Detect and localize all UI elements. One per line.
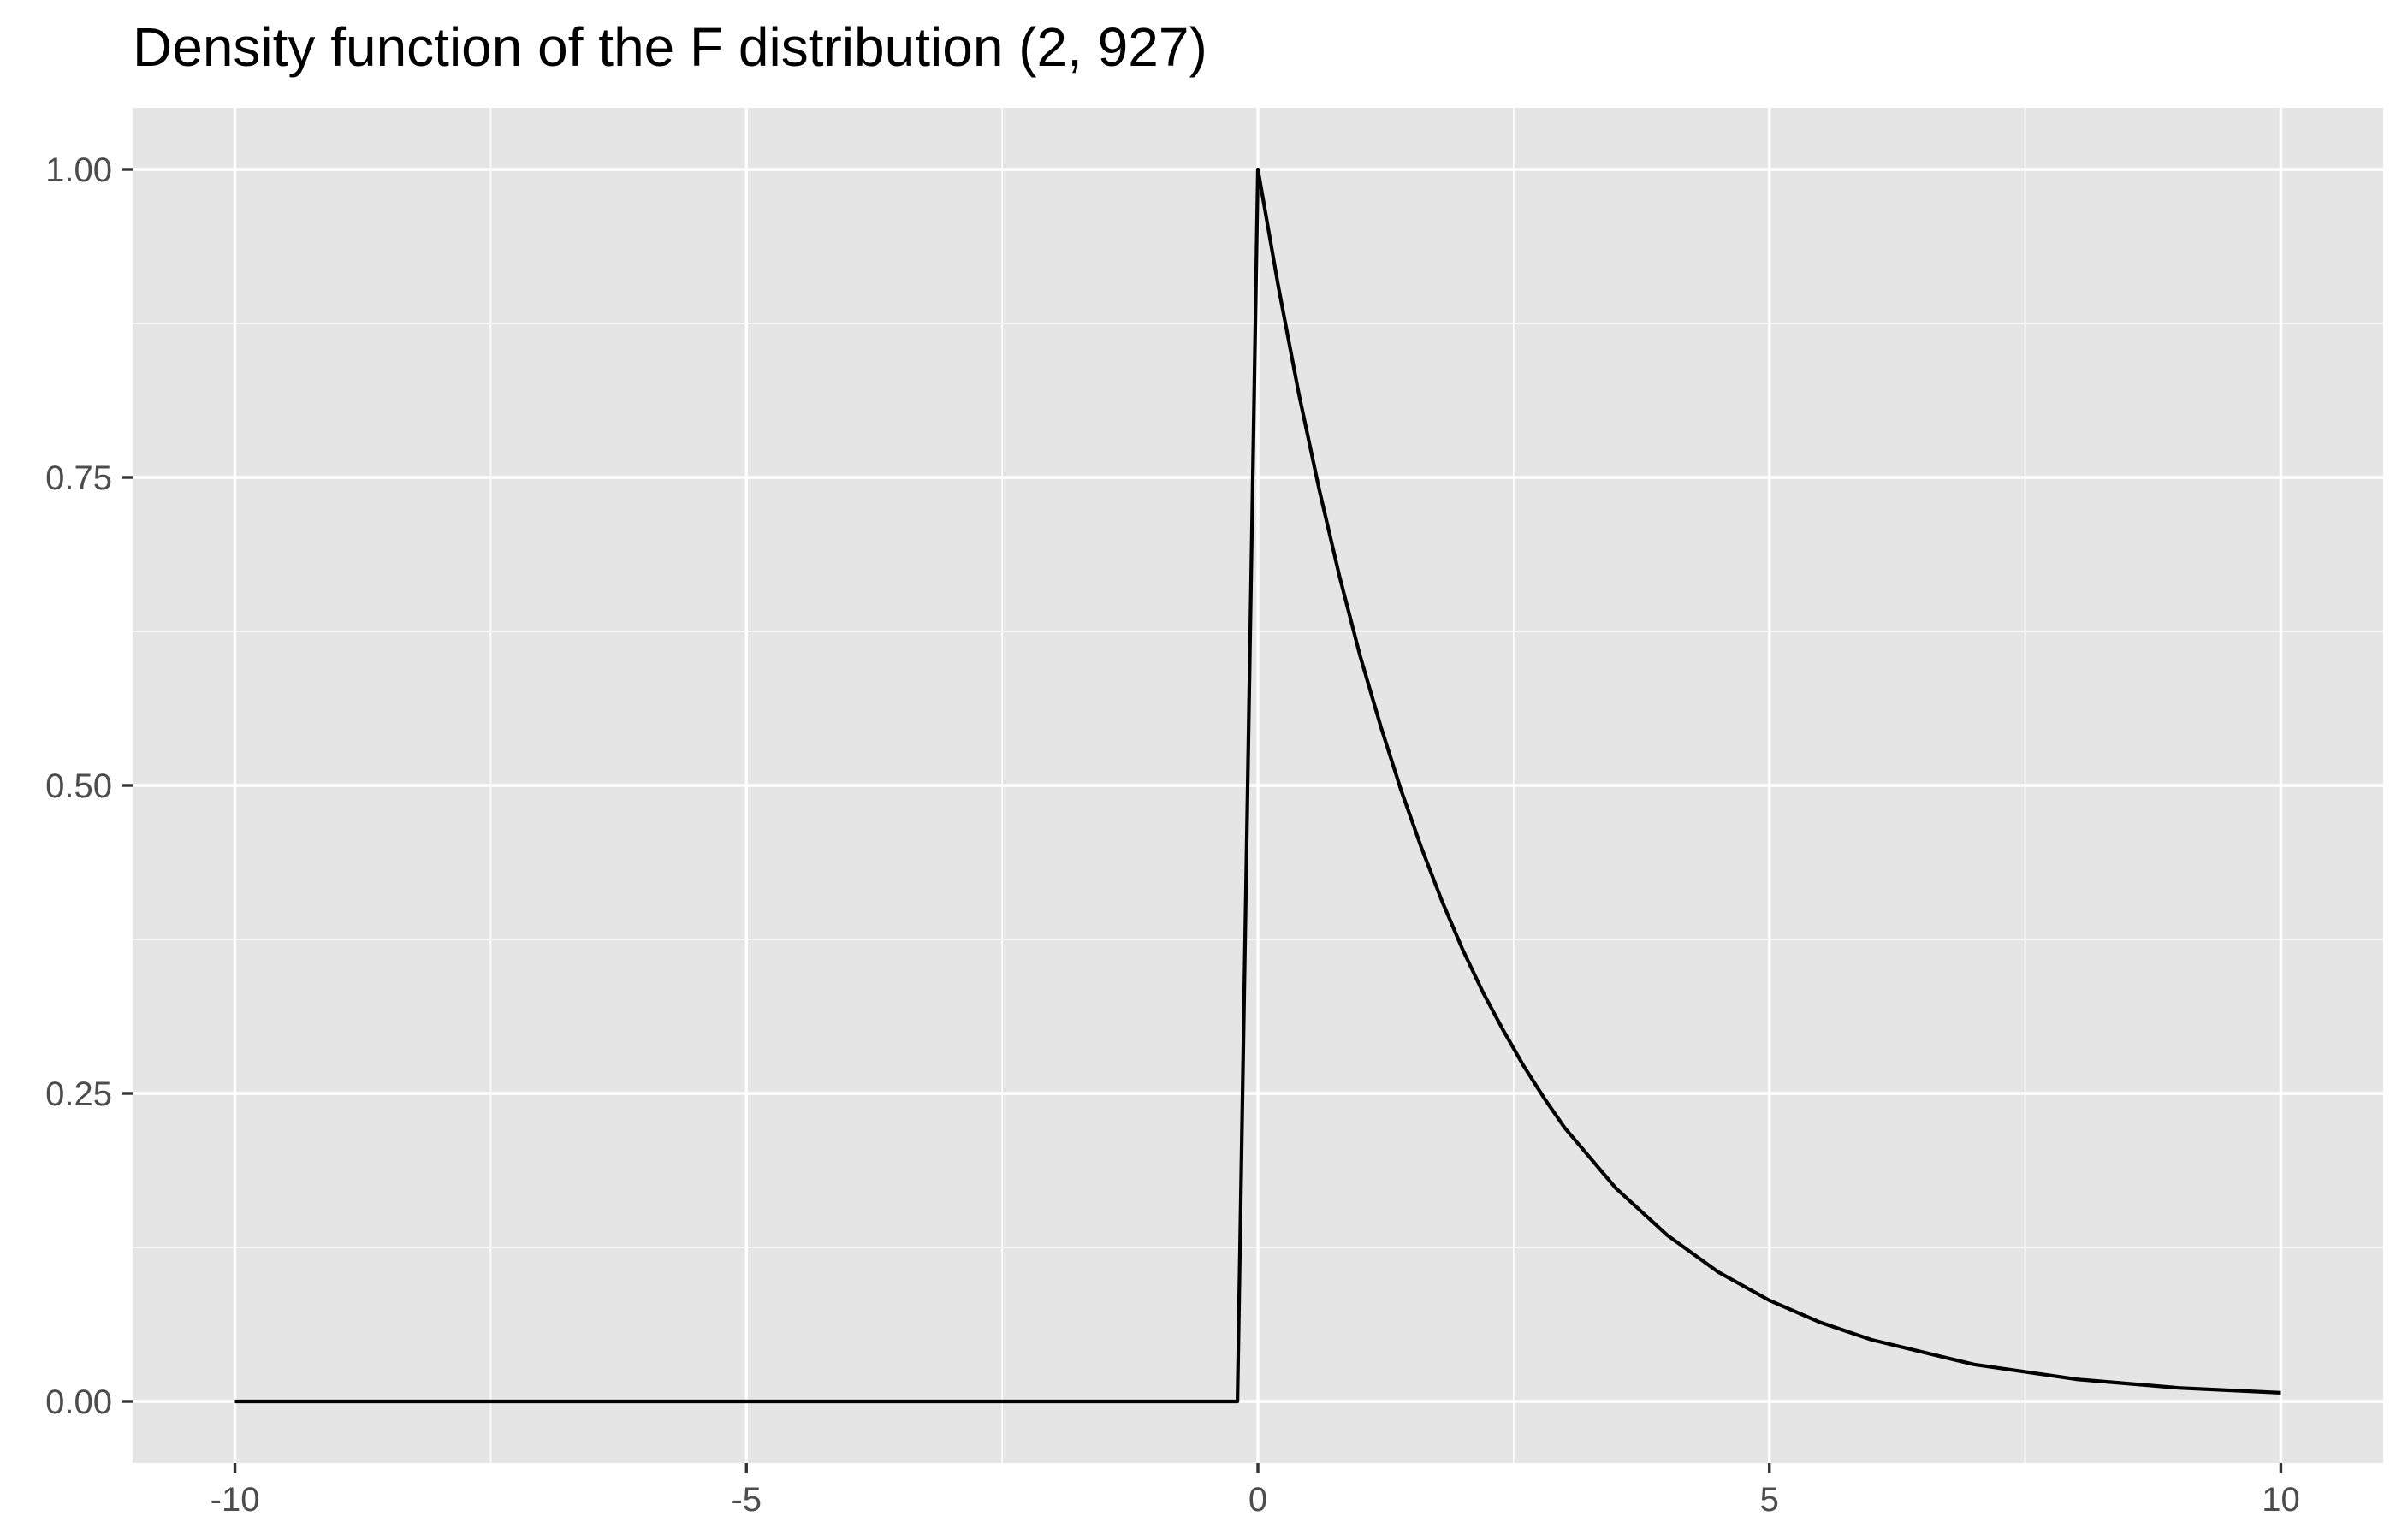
series-layer [234, 167, 2281, 1404]
y-tick-label: 0.25 [45, 1075, 112, 1113]
y-tick-label: 0.00 [45, 1383, 112, 1421]
x-tick-label: -5 [731, 1481, 762, 1519]
y-tick-label: 0.50 [45, 767, 112, 805]
x-tick-label: -10 [211, 1481, 260, 1519]
density-line [234, 167, 2281, 1404]
x-tick-label: 10 [2262, 1481, 2300, 1519]
y-axis: 0.00 0.25 0.50 0.75 1.00 [45, 151, 133, 1421]
x-tick-label: 5 [1760, 1481, 1779, 1519]
major-grid [133, 108, 2383, 1463]
chart-title: Density function of the F distribution (… [133, 16, 1207, 78]
y-tick-label: 0.75 [45, 459, 112, 497]
x-tick-label: 0 [1248, 1481, 1267, 1519]
x-axis: -10 -5 0 5 10 [211, 1463, 2300, 1519]
y-tick-label: 1.00 [45, 151, 112, 189]
